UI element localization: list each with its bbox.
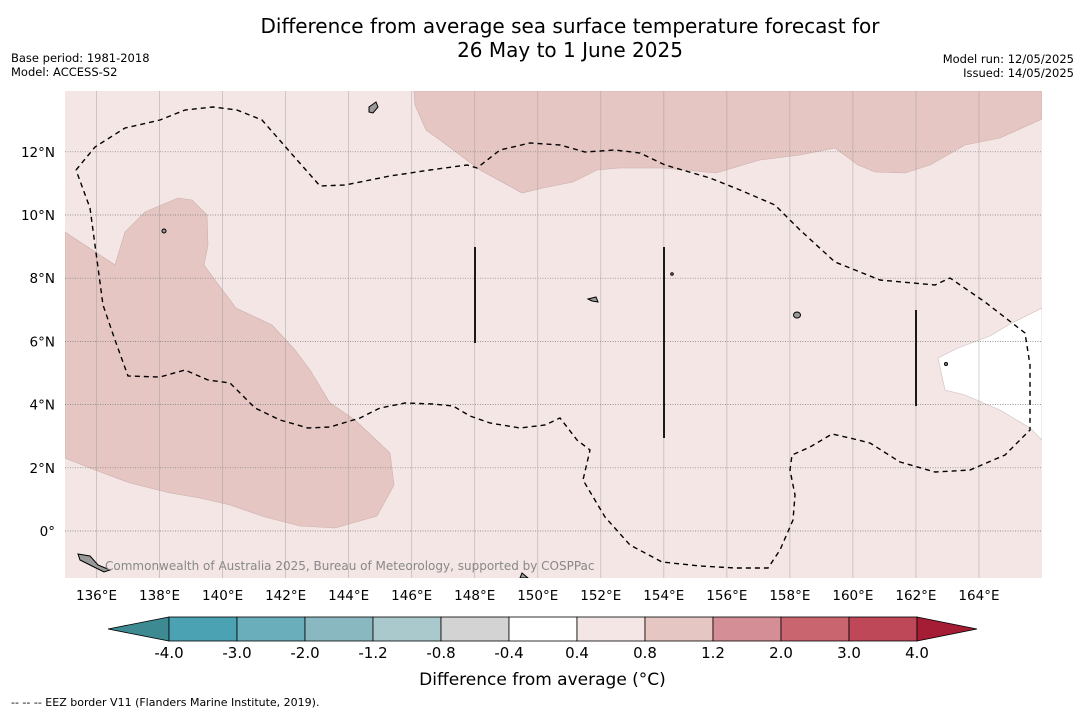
colorbar-segment [372,616,442,642]
colorbar-tick-label: -3.0 [222,644,251,662]
colorbar-segments [168,616,918,642]
lon-tick-label: 152°E [580,588,621,604]
meta-left: Base period: 1981-2018 Model: ACCESS-S2 [11,51,150,79]
colorbar-segment [508,616,578,642]
island-pohnpei [793,311,801,319]
lat-tick-label: 6°N [30,334,55,350]
colorbar: -4.0 -3.0 -2.0 -1.2 -0.8 -0.4 0.4 0.8 1.2 2.0 3.0 4… [107,616,978,662]
colorbar-tick-label: 3.0 [837,644,861,662]
lon-tick-label: 144°E [328,588,369,604]
island-yap [161,228,167,234]
copyright-text: Commonwealth of Australia 2025, Bureau o… [105,559,595,573]
lat-tick-label: 0° [40,524,55,540]
lon-tick-label: 148°E [454,588,495,604]
colorbar-tick-label: -1.2 [358,644,387,662]
colorbar-left-extension [107,616,170,642]
colorbar-tick-label: -0.8 [426,644,455,662]
longitude-labels: 136°E 138°E 140°E 142°E 144°E 146°E 148°E 150°E… [76,588,1000,604]
colorbar-segment [576,616,646,642]
graticule [65,91,1042,578]
lon-tick-label: 154°E [643,588,684,604]
issued-date: Issued: 14/05/2025 [963,66,1074,80]
island-small-2 [519,572,529,578]
chart-title: Difference from average sea surface temp… [170,14,970,62]
island-kosrae [944,362,948,366]
island-small-1 [670,272,674,276]
lat-tick-label: 8°N [30,271,55,287]
colorbar-segment [304,616,374,642]
lat-tick-label: 4°N [30,398,55,414]
latitude-labels: 12°N 10°N 8°N 6°N 4°N 2°N 0° [21,145,55,540]
lon-tick-label: 136°E [76,588,117,604]
colorbar-segment [780,616,850,642]
colorbar-tick-label: 0.4 [565,644,589,662]
lon-tick-label: 156°E [706,588,747,604]
colorbar-title: Difference from average (°C) [419,670,666,690]
lon-tick-label: 146°E [391,588,432,604]
eez-border [75,106,1031,569]
colorbar-segment [644,616,714,642]
neutral-region-east [937,307,1042,441]
warm-region-north [413,91,1042,194]
base-period: Base period: 1981-2018 [11,51,150,65]
lon-tick-label: 138°E [139,588,180,604]
islands [77,101,948,578]
title-line-2: 26 May to 1 June 2025 [457,38,683,62]
colorbar-tick-label: -0.4 [494,644,523,662]
title-line-1: Difference from average sea surface temp… [260,14,880,38]
eez-legend-footnote: -- -- -- EEZ border V11 (Flanders Marine… [11,696,320,709]
colorbar-segment [168,616,238,642]
map-area: Commonwealth of Australia 2025, Bureau o… [65,91,1042,578]
lon-tick-label: 150°E [517,588,558,604]
colorbar-segment [236,616,306,642]
colorbar-tick-labels: -4.0 -3.0 -2.0 -1.2 -0.8 -0.4 0.4 0.8 1.2 2.0 3.0 4… [154,644,929,662]
lon-tick-label: 142°E [265,588,306,604]
lon-tick-label: 164°E [958,588,999,604]
lon-tick-label: 160°E [832,588,873,604]
colorbar-tick-label: 2.0 [769,644,793,662]
colorbar-tick-label: -2.0 [290,644,319,662]
lon-tick-label: 162°E [895,588,936,604]
colorbar-segment [712,616,782,642]
colorbar-tick-label: -4.0 [154,644,183,662]
colorbar-tick-label: 0.8 [633,644,657,662]
lon-tick-label: 140°E [202,588,243,604]
island-chuuk [586,296,599,303]
colorbar-tick-label: 1.2 [701,644,725,662]
warm-region-west [65,197,395,529]
lon-tick-label: 158°E [769,588,810,604]
model-run: Model run: 12/05/2025 [942,52,1074,66]
meta-right: Model run: 12/05/2025 Issued: 14/05/2025 [943,52,1074,80]
colorbar-segment [440,616,510,642]
lat-tick-label: 12°N [21,145,55,161]
lat-tick-label: 10°N [21,208,55,224]
colorbar-tick-label: 4.0 [905,644,929,662]
lat-tick-label: 2°N [30,461,55,477]
model-name: Model: ACCESS-S2 [11,65,118,79]
island-guam [368,101,379,114]
colorbar-segment [848,616,918,642]
island-png [77,553,112,573]
colorbar-right-extension [916,616,978,642]
